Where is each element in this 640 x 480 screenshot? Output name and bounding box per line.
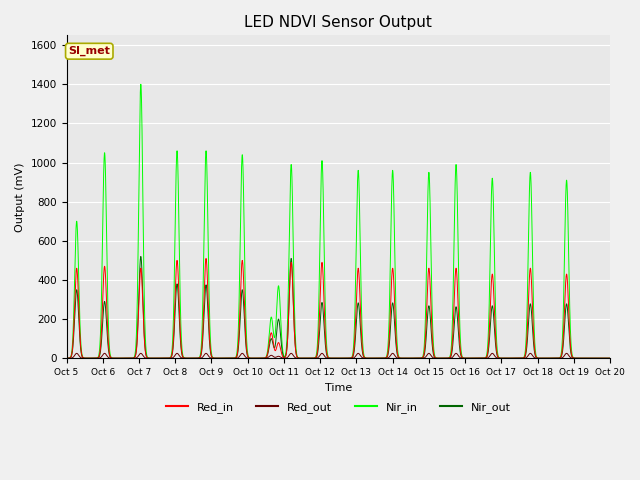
Line: Red_out: Red_out	[67, 353, 610, 358]
Red_out	[100, 350, 108, 356]
Red_in	[202, 255, 210, 261]
Red_out	[385, 355, 392, 360]
Red_in	[466, 355, 474, 361]
Legend: Red_in, Red_out, Nir_in, Nir_out: Red_in, Red_out, Nir_in, Nir_out	[161, 397, 515, 417]
Line: Nir_in: Nir_in	[67, 84, 610, 358]
Red_in	[63, 355, 70, 361]
Nir_in	[260, 355, 268, 361]
Nir_out	[260, 355, 268, 361]
Red_in	[495, 355, 502, 360]
Nir_in	[63, 355, 70, 361]
Red_in	[606, 355, 614, 361]
Nir_out	[137, 253, 145, 259]
Line: Nir_out: Nir_out	[67, 256, 610, 358]
Red_out	[495, 355, 502, 361]
X-axis label: Time: Time	[324, 383, 352, 393]
Red_out	[90, 355, 98, 361]
Nir_in	[408, 355, 416, 361]
Nir_out	[466, 355, 474, 361]
Nir_out	[606, 355, 614, 361]
Red_out	[408, 355, 416, 361]
Nir_in	[466, 355, 474, 361]
Nir_out	[63, 355, 70, 361]
Nir_out	[495, 355, 502, 361]
Nir_in	[606, 355, 614, 361]
Text: SI_met: SI_met	[68, 46, 110, 56]
Line: Red_in: Red_in	[67, 258, 610, 358]
Nir_in	[137, 82, 145, 87]
Red_in	[408, 355, 416, 361]
Title: LED NDVI Sensor Output: LED NDVI Sensor Output	[244, 15, 432, 30]
Nir_in	[495, 354, 502, 360]
Nir_in	[385, 340, 392, 346]
Nir_out	[385, 351, 392, 357]
Red_in	[90, 355, 98, 361]
Red_in	[385, 348, 392, 354]
Red_out	[260, 355, 268, 361]
Nir_out	[408, 355, 416, 361]
Red_out	[466, 355, 474, 361]
Nir_out	[90, 355, 98, 361]
Red_out	[63, 355, 70, 361]
Y-axis label: Output (mV): Output (mV)	[15, 162, 25, 231]
Red_in	[260, 355, 268, 361]
Red_out	[606, 355, 614, 361]
Nir_in	[90, 355, 98, 361]
